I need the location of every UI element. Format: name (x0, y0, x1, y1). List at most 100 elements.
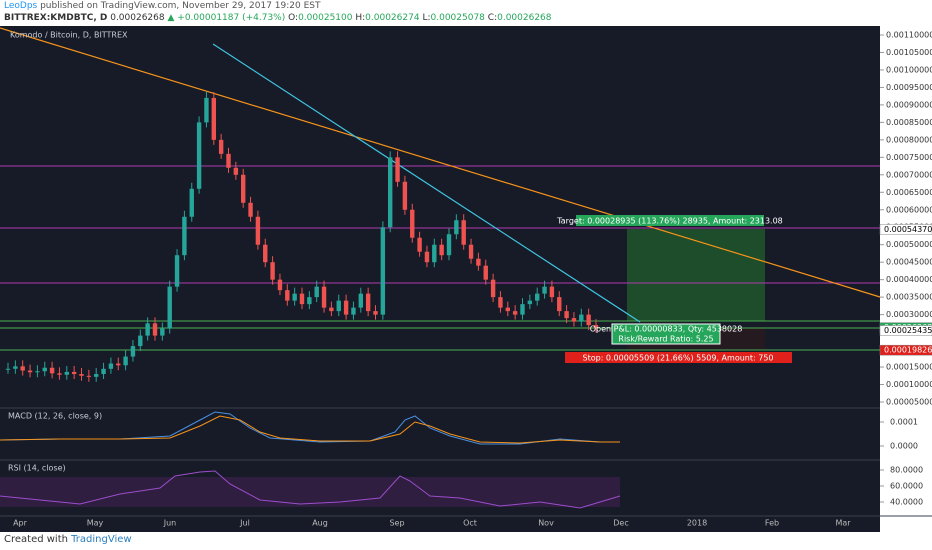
y-tick-label: 0.00090000 (886, 100, 932, 109)
ohlc-key: H: (355, 13, 366, 23)
author-link[interactable]: LeoDps (4, 1, 38, 11)
target-label: Target: 0.00028935 (113.76%) 28935, Amou… (556, 217, 783, 226)
pnl-box (611, 323, 721, 345)
candle (307, 297, 312, 305)
candle (292, 293, 297, 301)
candle (145, 323, 150, 336)
candle (512, 311, 518, 315)
chart: Komodo / Bitcoin, D, BITTREX Target: 0.0… (0, 26, 932, 532)
y-tick-label: 0.00040000 (886, 275, 932, 284)
y-tick-label: 0.00095000 (886, 83, 932, 92)
price-label-bg (879, 344, 932, 356)
candle (424, 251, 430, 263)
y-tick-label: 0.0001 (890, 418, 918, 427)
candle (527, 300, 533, 305)
change: ▲ +0.00001187 (+4.73%) (167, 13, 286, 23)
candle (123, 356, 128, 366)
x-tick-label: Oct (463, 519, 477, 528)
ohlc-key: L: (422, 13, 431, 23)
price-label: 0.00054370 (884, 225, 932, 234)
candle (336, 300, 341, 312)
brand[interactable]: TradingView (71, 534, 132, 545)
candle (167, 286, 172, 329)
candle (86, 375, 92, 377)
candle (79, 374, 84, 376)
x-tick-label: Jun (163, 519, 177, 528)
candle (498, 297, 503, 308)
candle (432, 244, 437, 263)
ohlc: O:0.00025100 H:0.00026274 L:0.00025078 C… (288, 13, 551, 23)
candle (388, 157, 393, 228)
candle (549, 286, 555, 298)
candle (490, 279, 496, 298)
candle (358, 293, 363, 308)
candle (505, 307, 510, 312)
candle (94, 374, 99, 377)
candle (20, 366, 25, 371)
candle (277, 279, 283, 291)
target-zone (627, 229, 765, 321)
created: Created with (4, 534, 68, 545)
target-label-bg (576, 215, 764, 226)
ohlc-key: O: (288, 13, 299, 23)
y-tick-label: 0.00105000 (886, 48, 932, 57)
candle (564, 311, 569, 319)
x-tick-label: 2018 (687, 519, 707, 528)
price-label: 0.00019826 (884, 346, 932, 355)
ohlc-val: 0.00025100 (298, 13, 353, 23)
stop-label: Stop: 0.00005509 (21.66%) 5509, Amount: … (583, 354, 774, 363)
candle (71, 371, 77, 375)
y-tick-label: 0.00015000 (886, 363, 932, 372)
price-axis-bg (880, 26, 932, 532)
rsi-line (0, 470, 621, 509)
candle (314, 286, 319, 298)
y-tick-label: 0.00080000 (886, 135, 932, 144)
candle (299, 293, 305, 305)
ohlc-val: 0.00026268 (497, 13, 552, 23)
y-tick-label: 0.00010000 (886, 380, 932, 389)
rr-label: Risk/Reward Ratio: 5.25 (618, 335, 713, 344)
candle (520, 304, 525, 315)
y-tick-label: 0.00110000 (886, 31, 932, 40)
candle (182, 216, 187, 256)
candle (351, 307, 356, 315)
candle (35, 371, 40, 373)
candle (27, 370, 33, 373)
candle (380, 227, 386, 315)
candle (439, 244, 444, 256)
candle (233, 167, 239, 175)
pnl-label: Open P&L: 0.00000833, Qty: 4538028 (590, 325, 743, 334)
candle (579, 314, 584, 322)
candle (13, 366, 18, 369)
symbol: BITTREX:KMDBTC, D (4, 13, 108, 23)
candle (285, 290, 290, 301)
y-tick-label: 0.00100000 (886, 65, 932, 74)
candle (476, 258, 481, 266)
candle (196, 122, 202, 189)
rsi-title: RSI (14, close) (8, 464, 66, 473)
candle (468, 244, 474, 259)
candle (108, 363, 114, 369)
y-tick-label: 0.00070000 (886, 170, 932, 179)
y-tick-label: 0.0000 (890, 442, 918, 451)
candle (138, 335, 143, 347)
x-tick-label: Nov (538, 519, 554, 528)
last: 0.00026268 (110, 13, 165, 23)
candle (446, 234, 452, 256)
y-tick-label: 0.00060000 (886, 205, 932, 214)
macd-title: MACD (12, 26, close, 9) (8, 412, 102, 421)
candle (329, 307, 334, 312)
stop-label-bg (565, 352, 792, 363)
x-tick-label: Dec (613, 519, 628, 528)
candle (5, 368, 11, 370)
y-tick-label: 0.00050000 (886, 240, 932, 249)
x-tick-label: Feb (765, 519, 779, 528)
candle (454, 220, 459, 235)
candle (57, 373, 62, 375)
x-tick-label: Aug (312, 519, 328, 528)
candle (395, 157, 400, 182)
y-tick-label: 0.00005000 (886, 398, 932, 407)
candle (174, 255, 180, 287)
signal-line (0, 415, 620, 444)
x-tick-label: Mar (835, 519, 851, 528)
